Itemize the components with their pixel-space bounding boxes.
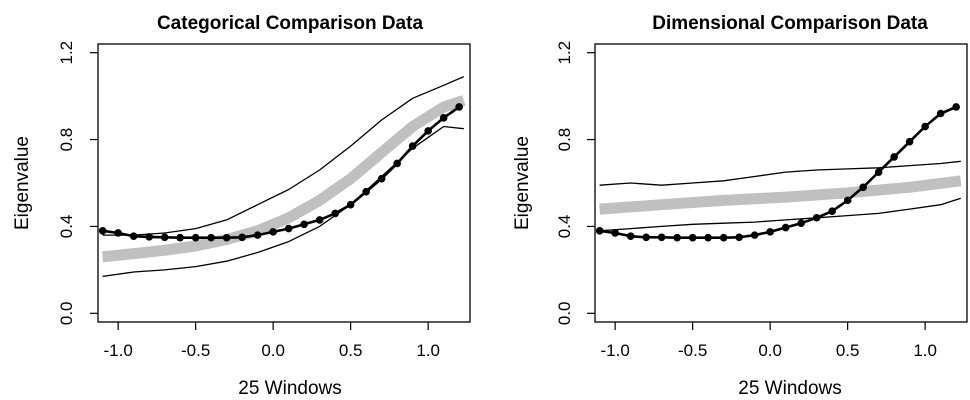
- data-point: [750, 231, 759, 239]
- data-point: [315, 216, 324, 224]
- x-tick-label: 0.5: [836, 341, 860, 360]
- x-tick-label: 0.5: [339, 341, 363, 360]
- y-tick-label: 0.0: [555, 301, 574, 325]
- data-point: [952, 103, 960, 111]
- y-tick-label: 0.4: [555, 215, 574, 239]
- data-point: [843, 196, 852, 205]
- data-point: [673, 233, 681, 242]
- data-point: [408, 142, 417, 150]
- data-point: [160, 233, 169, 242]
- series-line-observed: [599, 105, 957, 239]
- panel-dimensional: Dimensional Comparison Data -1.0 -0.5 0.0 0.…: [512, 13, 968, 399]
- data-point: [936, 109, 945, 118]
- data-point: [797, 219, 805, 227]
- series-line-comparison-mean: [102, 95, 466, 263]
- data-point: [207, 233, 215, 242]
- data-point: [626, 232, 635, 241]
- series-group: [98, 76, 466, 278]
- data-point: [222, 233, 231, 242]
- data-point: [735, 233, 743, 242]
- y-tick-label: 0.4: [57, 215, 76, 239]
- y-axis-label: Eigenvalue: [12, 136, 33, 230]
- data-point: [176, 233, 184, 242]
- data-point: [300, 220, 308, 229]
- plot-frame: [594, 43, 968, 323]
- data-point: [145, 233, 153, 241]
- data-point: [766, 228, 774, 236]
- data-point: [377, 174, 386, 183]
- data-point: [362, 187, 370, 196]
- data-point: [253, 231, 262, 239]
- y-axis-label: Eigenvalue: [512, 136, 533, 230]
- series-line-comparison-mean: [599, 175, 962, 215]
- y-tick-label: 0.0: [57, 301, 76, 325]
- data-point: [191, 233, 200, 242]
- x-tick-label: -0.5: [181, 341, 210, 360]
- data-point: [424, 127, 432, 135]
- x-axis-label: 25 Windows: [738, 378, 842, 399]
- data-point: [704, 233, 712, 242]
- data-point: [688, 233, 697, 242]
- plot-frame: [97, 43, 471, 323]
- data-point: [781, 223, 790, 232]
- series-line-comparison-upper: [599, 160, 961, 186]
- panel-categorical: Categorical Comparison Data -1.0 -0.5 0.0 0.…: [12, 13, 471, 399]
- x-tick-label: 0.0: [758, 341, 782, 360]
- y-tick-label: 0.8: [57, 128, 76, 152]
- series-line-comparison-upper: [102, 76, 465, 236]
- data-point: [812, 213, 821, 222]
- x-tick-label: -1.0: [601, 341, 630, 360]
- series-group: [595, 103, 962, 242]
- x-tick-label: -1.0: [104, 341, 133, 360]
- data-point: [129, 232, 138, 241]
- data-point: [859, 183, 867, 192]
- data-point: [439, 114, 448, 122]
- data-point: [905, 137, 914, 146]
- data-point: [238, 233, 246, 242]
- data-point: [611, 229, 619, 237]
- series-line-comparison-lower: [599, 197, 961, 232]
- data-point: [828, 207, 836, 216]
- y-tick-label: 1.2: [57, 41, 76, 65]
- y-tick-label: 0.8: [555, 128, 574, 152]
- data-point: [455, 103, 463, 111]
- chart-title: Categorical Comparison Data: [157, 13, 423, 34]
- data-point: [114, 229, 122, 237]
- data-point: [719, 233, 728, 242]
- x-tick-label: 1.0: [913, 341, 937, 360]
- data-point: [269, 228, 277, 236]
- data-point: [874, 168, 883, 176]
- data-point: [284, 224, 293, 233]
- data-point: [595, 226, 604, 235]
- data-point: [393, 159, 401, 168]
- data-point: [890, 153, 898, 161]
- x-tick-label: 1.0: [416, 341, 440, 360]
- data-point: [921, 122, 929, 131]
- y-tick-label: 1.2: [555, 41, 574, 65]
- data-point: [642, 233, 650, 242]
- data-point: [331, 209, 339, 218]
- x-tick-label: -0.5: [678, 341, 707, 360]
- data-point: [98, 226, 107, 235]
- chart-title: Dimensional Comparison Data: [652, 13, 928, 34]
- x-axis-label: 25 Windows: [238, 378, 342, 399]
- data-point: [346, 200, 355, 209]
- x-tick-label: 0.0: [261, 341, 285, 360]
- data-point: [657, 233, 666, 242]
